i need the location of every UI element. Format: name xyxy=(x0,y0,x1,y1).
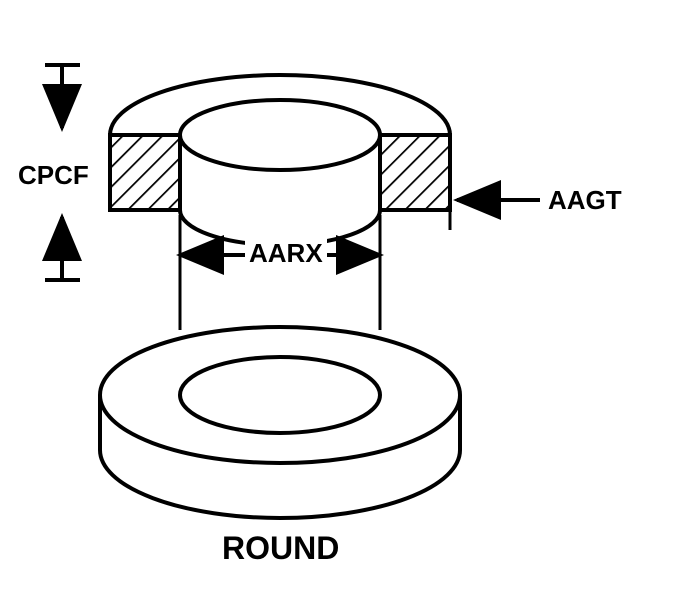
dimension-aagt xyxy=(450,135,540,230)
diagram-svg xyxy=(0,0,683,595)
ring-3d xyxy=(100,327,460,518)
label-aarx: AARX xyxy=(245,238,327,269)
label-aagt: AAGT xyxy=(548,185,622,216)
hatch-left xyxy=(110,135,180,210)
hatch-right xyxy=(380,135,450,210)
cross-section xyxy=(110,75,450,245)
dimension-aarx xyxy=(180,215,380,330)
label-cpcf: CPCF xyxy=(18,160,89,191)
diagram-container: CPCF AARX AAGT ROUND xyxy=(0,0,683,595)
diagram-title: ROUND xyxy=(222,530,339,567)
